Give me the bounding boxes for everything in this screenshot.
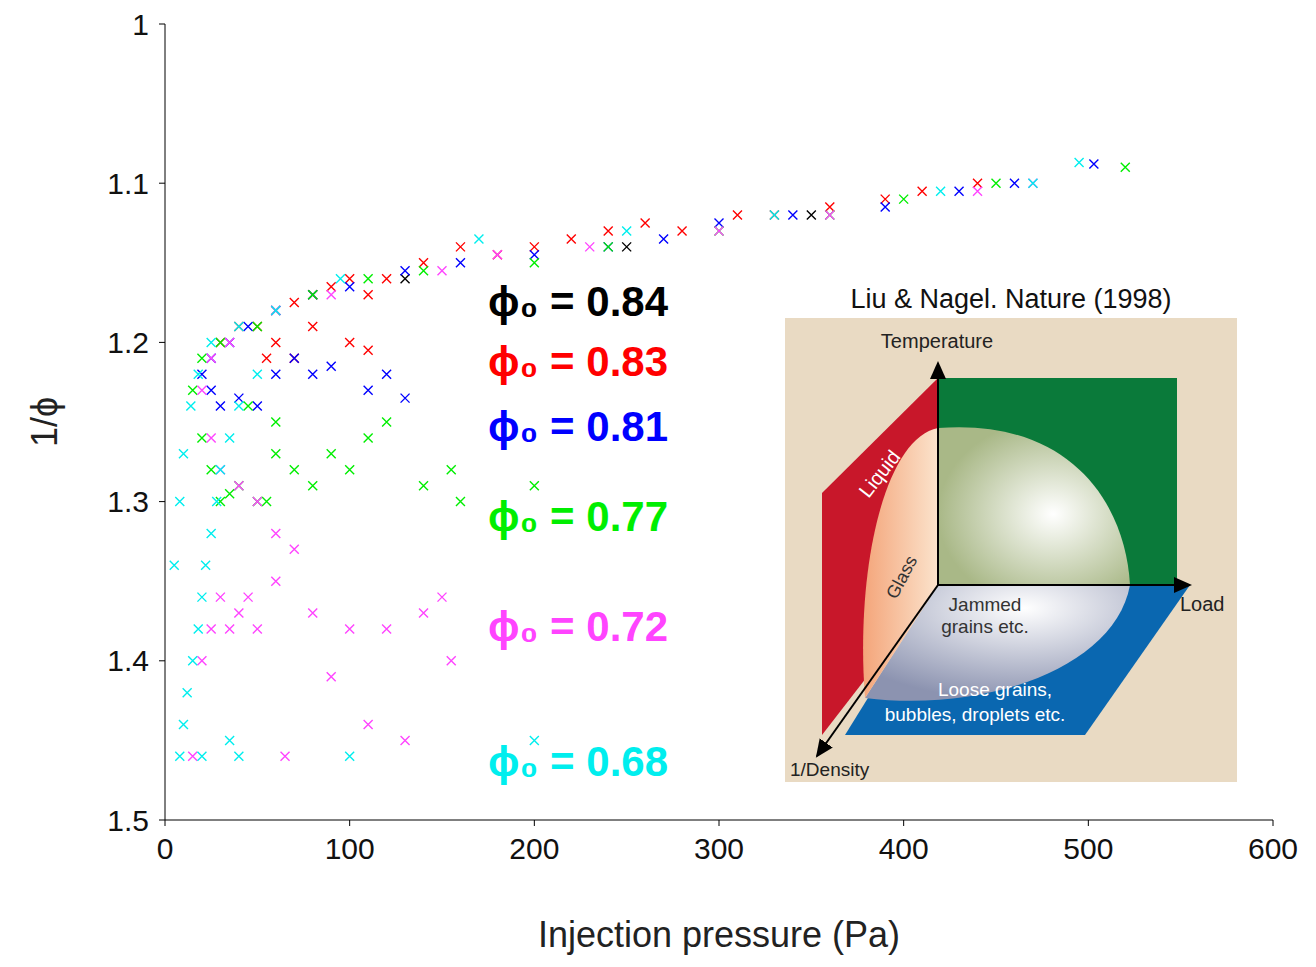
svg-text:600: 600 [1248, 832, 1298, 865]
svg-text:100: 100 [325, 832, 375, 865]
svg-text:1.1: 1.1 [107, 167, 149, 200]
svg-text:1.5: 1.5 [107, 804, 149, 837]
svg-text:300: 300 [694, 832, 744, 865]
svg-text:Temperature: Temperature [881, 330, 993, 352]
html-text:Injection pressure (Pa): Injection pressure (Pa) [537, 914, 901, 955]
svg-text:1.2: 1.2 [107, 326, 149, 359]
svg-text:bubbles, droplets etc.: bubbles, droplets etc. [885, 704, 1066, 725]
svg-text:0: 0 [157, 832, 174, 865]
svg-text:Glass: Glass [882, 552, 921, 602]
svg-text:500: 500 [1063, 832, 1113, 865]
svg-text:1.4: 1.4 [107, 644, 149, 677]
svg-text:1.3: 1.3 [107, 485, 149, 518]
svg-text:Loose grains,: Loose grains, [938, 679, 1052, 700]
html-text:1/ϕ: 1/ϕ [24, 396, 65, 448]
html-text:ϕ₀ = 0.77: ϕ₀ = 0.77 [488, 493, 668, 540]
html-text:Liu & Nagel. Nature (1998): Liu & Nagel. Nature (1998) [850, 284, 1172, 314]
html-text:ϕ₀ = 0.72: ϕ₀ = 0.72 [488, 603, 668, 650]
svg-text:Jammed: Jammed [949, 594, 1022, 615]
svg-text:400: 400 [879, 832, 929, 865]
svg-text:1: 1 [132, 8, 149, 41]
html-text:ϕ₀ = 0.81: ϕ₀ = 0.81 [488, 403, 668, 450]
html-text:ϕ₀ = 0.68: ϕ₀ = 0.68 [488, 738, 668, 785]
html-text:ϕ₀ = 0.83: ϕ₀ = 0.83 [488, 338, 668, 385]
svg-text:1/Density: 1/Density [790, 759, 870, 780]
svg-text:Load: Load [1180, 593, 1225, 615]
svg-text:Liquid: Liquid [854, 446, 904, 502]
html-text:ϕ₀ = 0.84: ϕ₀ = 0.84 [488, 278, 668, 325]
svg-text:grains etc.: grains etc. [941, 616, 1029, 637]
svg-text:200: 200 [509, 832, 559, 865]
